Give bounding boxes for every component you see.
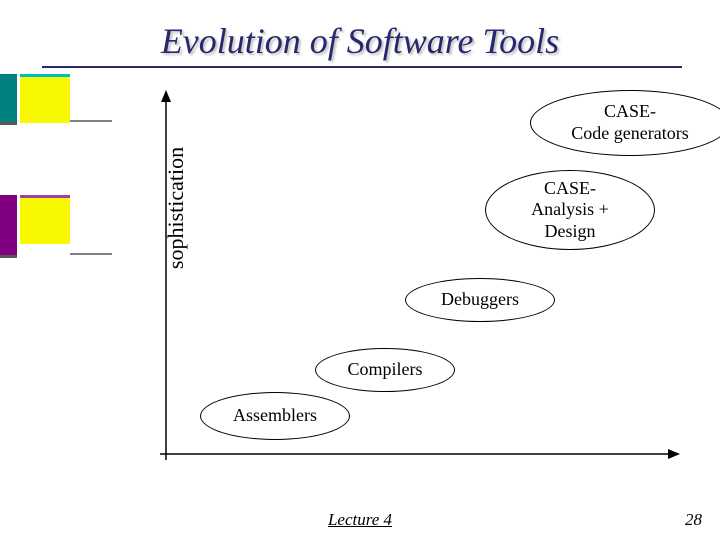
- slide-title: Evolution of Software Tools: [0, 20, 720, 62]
- decor-shadow: [0, 255, 17, 258]
- decor-gray-line: [70, 120, 112, 122]
- y-axis: [160, 90, 172, 460]
- node-case-ad: CASE- Analysis + Design: [485, 170, 655, 250]
- x-axis: [160, 448, 680, 460]
- decor-yellow-block: [20, 77, 70, 123]
- node-assemblers: Assemblers: [200, 392, 350, 440]
- decor-gray-line: [70, 253, 112, 255]
- decor-teal-block: [0, 74, 17, 122]
- title-underline: [42, 66, 682, 68]
- footer-page-number: 28: [685, 510, 702, 530]
- node-debuggers: Debuggers: [405, 278, 555, 322]
- decor-yellow-block: [20, 198, 70, 244]
- decor-purple-block: [0, 195, 17, 255]
- node-compilers: Compilers: [315, 348, 455, 392]
- evolution-chart: AssemblersCompilers Debuggers CASE- Analys…: [160, 90, 680, 460]
- footer-lecture: Lecture 4: [0, 510, 720, 530]
- node-case-cg: CASE- Code generators: [530, 90, 720, 156]
- decor-shadow: [0, 122, 17, 125]
